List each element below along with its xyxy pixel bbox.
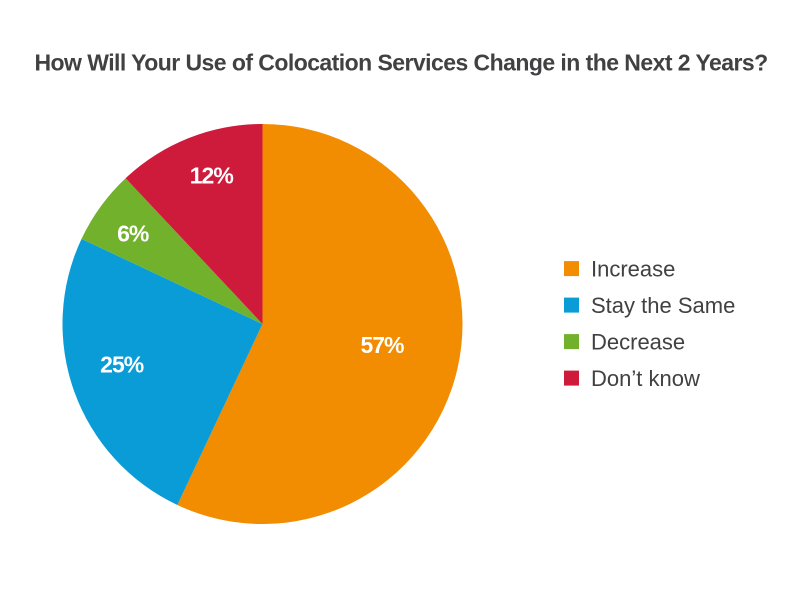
svg-text:Stay the Same: Stay the Same <box>591 293 735 318</box>
svg-text:6%: 6% <box>117 221 149 247</box>
svg-text:Don’t know: Don’t know <box>591 366 700 391</box>
svg-text:57%: 57% <box>360 332 404 358</box>
svg-text:12%: 12% <box>190 163 234 189</box>
svg-text:Increase: Increase <box>591 257 675 282</box>
svg-text:Decrease: Decrease <box>591 330 685 355</box>
svg-text:How Will Your Use of Colocatio: How Will Your Use of Colocation Services… <box>35 50 768 76</box>
svg-text:25%: 25% <box>100 352 144 378</box>
